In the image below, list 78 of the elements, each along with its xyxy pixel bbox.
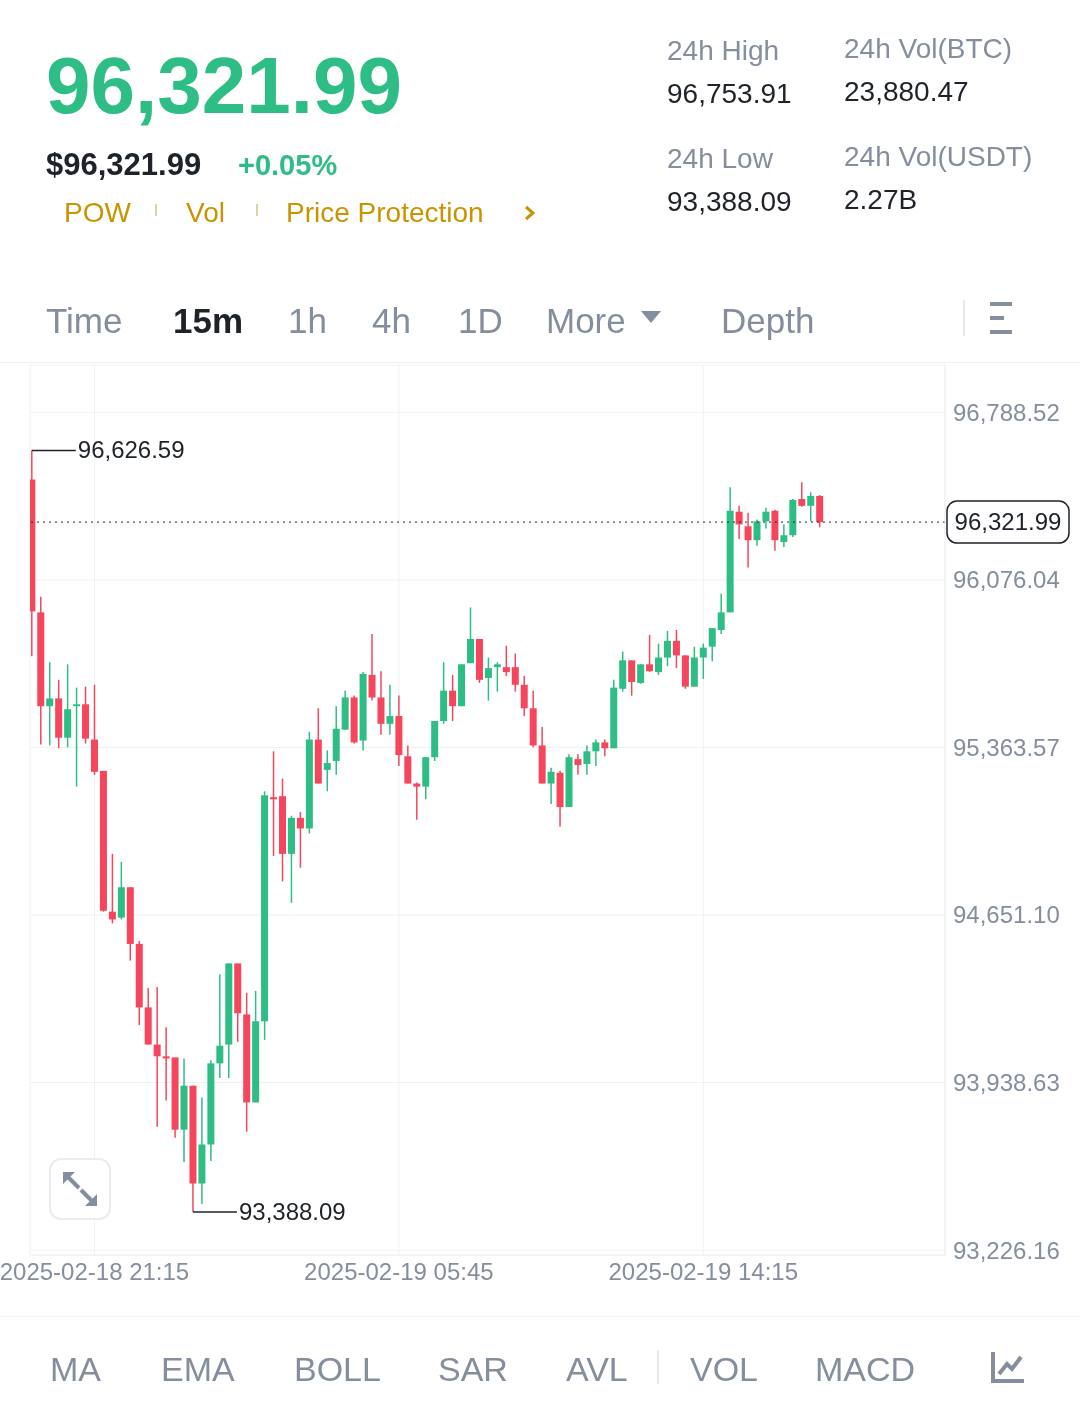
text: More [546,300,626,342]
candlestick [672,629,680,669]
text: MA [50,1349,101,1390]
y-tick-label: 95,363.57 [953,733,1060,761]
text: MACD [815,1349,916,1390]
text: SAR [438,1349,508,1390]
text: +0.05% [238,148,338,183]
candlestick [663,630,671,667]
text: Depth [721,300,815,342]
candlestick [708,627,716,663]
x-tick-label: 2025-02-19 05:45 [304,1258,494,1286]
text: 24h Low [667,142,773,176]
text: VOL [690,1349,759,1390]
text: POW [64,196,131,230]
candlestick [699,642,707,680]
text: 1D [458,300,503,342]
candlestick [270,750,278,857]
text: 24h Vol(BTC) [844,32,1013,66]
candlestick [511,652,519,693]
candlestick [655,642,663,676]
text: EMA [161,1349,235,1390]
candlestick [153,986,161,1128]
candlestick [484,656,492,702]
candlestick [547,767,555,805]
candlestick [646,634,654,673]
annotation: 93,388.09 [238,1197,346,1225]
text: 96,753.91 [667,77,792,111]
candlestick [493,661,501,693]
text: Vol [186,196,225,230]
text: $96,321.99 [46,146,202,184]
text: 2.27B [844,183,918,217]
candlestick [520,675,528,717]
candlestick [368,633,376,702]
y-tick-label: 93,226.16 [953,1236,1060,1264]
text: 24h Vol(USDT) [844,140,1033,174]
chart-title: 96,321.99 [46,40,402,132]
candlestick [449,674,457,722]
candlestick [46,661,54,747]
ref-line-label: 96,321.99 [954,508,1062,536]
text: 24h High [667,34,780,68]
y-tick-label: 93,938.63 [953,1069,1060,1097]
candlestick [73,686,81,788]
candlestick [108,853,116,925]
candlestick [628,659,636,697]
candlestick [637,663,645,685]
y-tick-label: 96,076.04 [953,566,1060,594]
candlestick [753,518,761,547]
candlestick [798,481,806,508]
text: Time [46,300,123,342]
text: BOLL [294,1349,381,1390]
candlestick [780,523,788,548]
text: 4h [372,300,411,342]
candlestick [762,506,770,530]
x-tick-label: 2025-02-18 21:15 [0,1258,190,1286]
text: 23,880.47 [844,75,969,109]
candlestick [807,491,815,523]
candlestick [296,811,304,869]
candlestick [574,753,582,776]
candlestick [162,1026,170,1102]
y-tick-label: 96,788.52 [953,398,1060,426]
text: 93,388.09 [667,185,792,219]
text: Price Protection [286,196,484,230]
candlestick [592,738,600,767]
x-tick-label: 2025-02-19 14:15 [608,1258,799,1286]
candlestick [583,744,591,776]
y-tick-label: 94,651.10 [953,901,1060,929]
candlestick [717,593,725,635]
text: 15m [173,300,244,342]
annotation: 96,626.59 [77,436,185,464]
candlestick [744,511,752,569]
candlestick [323,749,331,793]
text: AVL [566,1349,628,1390]
candlestick [413,781,421,821]
candlestick [216,973,224,1079]
candlestick [386,684,394,736]
candlestick [735,505,743,540]
text: 1h [288,300,327,342]
candlestick [502,645,510,677]
